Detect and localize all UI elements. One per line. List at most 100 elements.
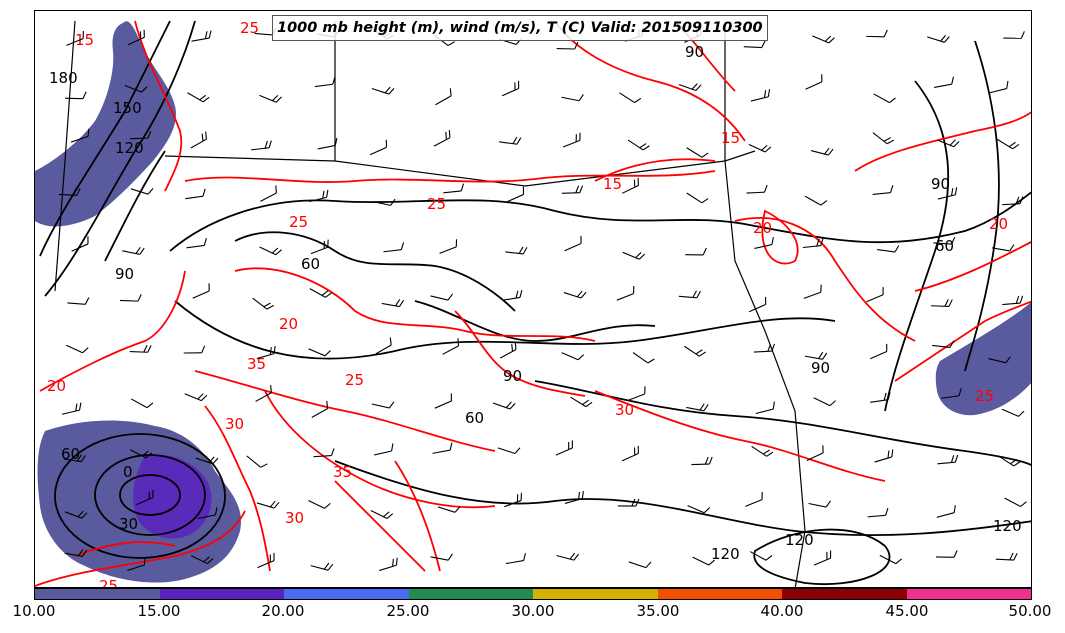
wind-barb: [191, 30, 212, 42]
wind-barb: [628, 561, 652, 569]
temperature-label: 25: [99, 577, 118, 588]
wind-barb: [437, 506, 461, 513]
wind-barb: [874, 449, 894, 463]
wind-barb: [755, 401, 775, 415]
wind-barb: [621, 177, 639, 194]
wind-barb: [617, 498, 640, 507]
wind-barb: [872, 132, 895, 145]
wind-barb: [873, 93, 896, 104]
wind-barb: [813, 550, 832, 566]
wind-barb: [497, 447, 521, 455]
wind-barb: [119, 294, 142, 302]
wind-barb: [935, 550, 958, 558]
wind-barb: [313, 448, 335, 458]
wind-barb: [246, 455, 268, 468]
wind-barb: [745, 492, 763, 507]
wind-barb: [564, 235, 582, 252]
temperature-contour-labels: 15 25 20 25 35 30 30 35 25 30 15 20 20 2…: [47, 19, 1008, 588]
wind-barb: [505, 246, 528, 255]
height-label: 120: [785, 531, 814, 549]
wind-barb: [184, 393, 208, 402]
wind-barb: [129, 449, 153, 459]
colorbar-tick-labels: 10.00 15.00 20.00 25.00 30.00 35.00 40.0…: [0, 602, 1065, 624]
wind-barb: [129, 130, 152, 140]
wind-barb: [430, 293, 454, 301]
wind-barb: [805, 74, 823, 90]
wind-barb: [369, 139, 387, 156]
wind-barb: [561, 94, 584, 102]
height-label: 0: [123, 463, 133, 481]
wind-barb: [686, 403, 709, 412]
wind-barb: [685, 247, 707, 256]
map-title: 1000 mb height (m), wind (m/s), T (C) Va…: [272, 15, 768, 41]
wind-barb: [190, 131, 207, 149]
wind-barb: [430, 553, 453, 561]
colorbar-tick-label: 45.00: [885, 602, 929, 620]
wind-barb: [812, 35, 835, 44]
wind-barb: [627, 139, 650, 151]
wind-barb: [130, 398, 154, 409]
wind-barb: [129, 344, 152, 353]
wind-barb: [937, 187, 958, 200]
wind-barb: [991, 244, 1015, 252]
wind-barb: [810, 147, 834, 156]
wind-barb: [70, 128, 90, 143]
height-label: 120: [711, 545, 740, 563]
wind-barb: [632, 352, 655, 364]
wind-barb: [314, 76, 336, 88]
wind-barb: [997, 138, 1020, 150]
wind-barb: [434, 393, 452, 409]
wind-barb: [190, 555, 214, 565]
wind-barb: [505, 553, 526, 565]
wind-barb: [65, 344, 89, 354]
wind-barb: [743, 40, 766, 49]
wind-barb: [67, 297, 90, 305]
wind-barb: [753, 343, 776, 353]
height-label: 180: [49, 69, 78, 87]
wind-barb: [379, 557, 398, 572]
colorbar-tick-label: 10.00: [12, 602, 56, 620]
temperature-label: 35: [247, 355, 266, 373]
wind-barb: [257, 552, 275, 569]
wind-barb: [988, 356, 1011, 364]
wind-barb: [748, 143, 772, 153]
wind-barb: [372, 198, 396, 206]
wind-barb: [371, 86, 395, 95]
wind-speed-shading: [35, 21, 1031, 583]
wind-barb: [506, 186, 525, 203]
wind-barb: [562, 132, 581, 148]
wind-barb: [308, 499, 331, 509]
wind-barb: [197, 507, 218, 520]
wind-barb: [127, 557, 146, 572]
temperature-label: 15: [75, 31, 94, 49]
wind-barb: [1004, 497, 1027, 507]
temperature-label: 25: [345, 371, 364, 389]
temperature-label: 20: [753, 219, 772, 237]
wind-barb: [879, 554, 903, 565]
wind-barb: [750, 89, 771, 102]
wind-barb: [64, 549, 88, 557]
wind-barb: [872, 185, 894, 195]
wind-barb: [1001, 408, 1025, 417]
wind-barb: [442, 338, 460, 355]
colorbar-segment: [533, 589, 658, 599]
wind-barb: [927, 35, 950, 43]
wind-barb: [1002, 295, 1024, 306]
shading-region-east: [935, 302, 1031, 416]
colorbar: [34, 588, 1032, 600]
wind-barb: [804, 195, 828, 206]
wind-barb: [686, 147, 709, 158]
wind-barb: [692, 556, 715, 566]
colorbar-segment: [408, 589, 533, 599]
wind-barb: [746, 184, 768, 194]
wind-barb: [867, 507, 889, 518]
wind-barb: [256, 500, 280, 509]
colorbar-segment: [906, 589, 1031, 599]
wind-barb: [499, 136, 522, 145]
temperature-label: 25: [975, 387, 994, 405]
wind-barb: [936, 505, 956, 518]
temperature-label: 20: [989, 215, 1008, 233]
temperature-label: 30: [225, 415, 244, 433]
wind-barb: [813, 397, 837, 407]
height-label: 120: [993, 517, 1022, 535]
